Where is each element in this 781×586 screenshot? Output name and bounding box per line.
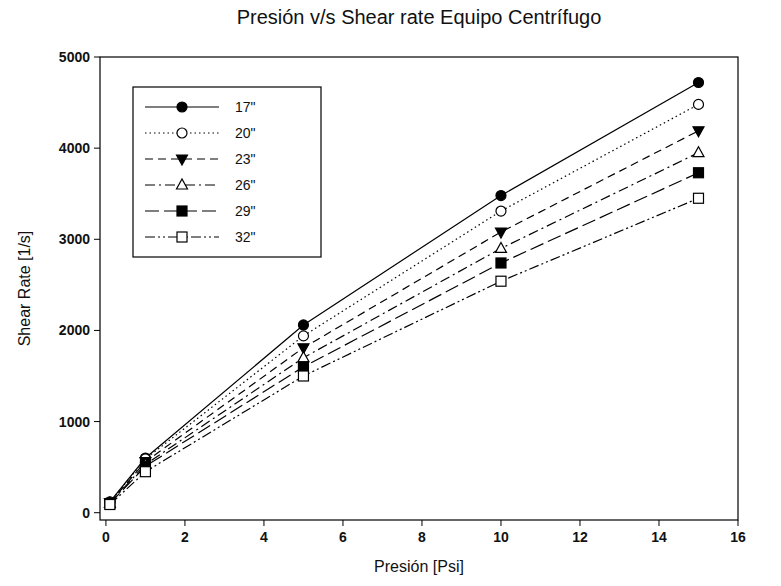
legend-label: 20" [235, 125, 256, 141]
y-tick-label: 0 [82, 505, 90, 521]
data-point [693, 78, 703, 88]
legend-box [133, 87, 321, 257]
legend-label: 32" [235, 229, 256, 245]
x-tick [184, 520, 185, 526]
legend-marker [177, 128, 187, 138]
legend-marker [177, 206, 187, 216]
data-point [495, 242, 506, 252]
x-tick [738, 520, 739, 526]
y-tick [94, 512, 100, 513]
legend-label: 29" [235, 203, 256, 219]
data-point [496, 276, 506, 286]
y-axis-title: Shear Rate [1/s] [16, 231, 33, 347]
y-tick-label: 2000 [59, 322, 90, 338]
y-tick [94, 148, 100, 149]
x-axis-title: Presión [Psi] [374, 558, 464, 575]
x-tick [263, 520, 264, 526]
x-tick [579, 520, 580, 526]
data-point [496, 206, 506, 216]
plot-frame [100, 57, 738, 520]
data-point [693, 193, 703, 203]
title: Presión v/s Shear rate Equipo Centrífugo [237, 6, 602, 28]
data-point [140, 467, 150, 477]
legend: 17" 20" 23" 26" 29" 32" [133, 87, 321, 257]
data-point [693, 168, 703, 178]
x-tick-label: 14 [651, 529, 667, 545]
data-point [496, 191, 506, 201]
legend-marker [177, 232, 187, 242]
data-point [298, 362, 308, 372]
data-point [105, 500, 115, 510]
data-point [298, 320, 308, 330]
x-tick [658, 520, 659, 526]
data-point [496, 258, 506, 268]
data-point [298, 371, 308, 381]
y-tick-label: 5000 [59, 49, 90, 65]
legend-label: 23" [235, 151, 256, 167]
legend-marker [177, 155, 188, 165]
legend-marker [177, 179, 188, 189]
x-tick [421, 520, 422, 526]
y-tick [94, 57, 100, 58]
x-tick-label: 16 [730, 529, 746, 545]
x-tick-label: 8 [418, 529, 426, 545]
x-tick-label: 12 [572, 529, 588, 545]
series-line [110, 83, 699, 502]
data-point [693, 147, 704, 157]
data-point [298, 352, 309, 362]
y-tick-label: 4000 [59, 140, 90, 156]
legend-marker [177, 102, 187, 112]
x-tick-label: 2 [181, 529, 189, 545]
data-point [693, 99, 703, 109]
plot-area [104, 78, 704, 510]
x-tick [500, 520, 501, 526]
y-tick [94, 421, 100, 422]
legend-label: 17" [235, 99, 256, 115]
x-tick [105, 520, 106, 526]
data-point [495, 228, 506, 238]
data-point [105, 499, 115, 509]
background [0, 0, 781, 586]
y-tick-label: 1000 [59, 414, 90, 430]
x-tick-label: 6 [339, 529, 347, 545]
x-tick-label: 4 [260, 529, 268, 545]
y-tick [94, 239, 100, 240]
y-tick-label: 3000 [59, 231, 90, 247]
x-tick-label: 0 [102, 529, 110, 545]
data-point [298, 331, 308, 341]
y-tick [94, 330, 100, 331]
data-point [693, 127, 704, 137]
chart: Presión v/s Shear rate Equipo Centrífugo… [0, 0, 781, 586]
data-point [104, 499, 115, 509]
x-tick [342, 520, 343, 526]
legend-label: 26" [235, 177, 256, 193]
x-tick-label: 10 [493, 529, 509, 545]
